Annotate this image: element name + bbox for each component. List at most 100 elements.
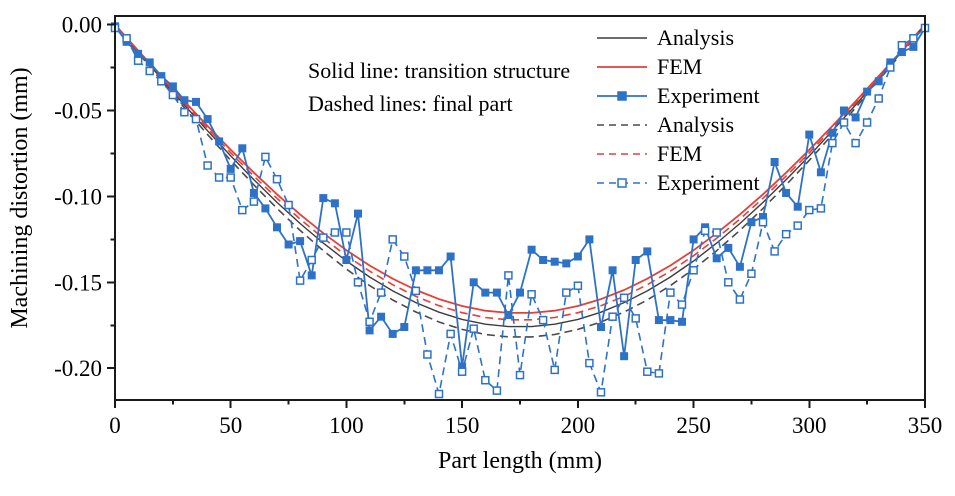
x-tick-label: 300 — [792, 413, 827, 438]
open-square-marker — [157, 77, 166, 86]
filled-square-marker — [805, 130, 814, 139]
filled-square-marker — [446, 252, 455, 261]
open-square-marker — [168, 90, 178, 100]
legend-swatch-experiment-open-square-line — [597, 177, 647, 188]
filled-square-marker — [330, 199, 339, 208]
open-square-marker — [585, 358, 594, 368]
legend-swatch-fem-solid-line — [597, 65, 647, 68]
open-square-marker — [423, 350, 432, 359]
open-square-marker — [365, 317, 374, 327]
filled-square-marker — [168, 82, 177, 91]
filled-square-marker — [215, 137, 224, 146]
filled-square-marker — [608, 266, 617, 275]
series-experiment-solid — [111, 22, 929, 371]
legend-swatch-analysis-dashed-line — [597, 123, 647, 126]
legend-entry-analysis-dashed: Analysis — [596, 110, 760, 139]
filled-square-marker — [423, 266, 432, 275]
open-square-marker — [700, 226, 710, 236]
legend-label: FEM — [657, 140, 703, 166]
open-square-marker — [492, 386, 502, 395]
open-square-marker — [816, 204, 826, 213]
filled-square-marker — [354, 209, 362, 218]
filled-square-marker — [735, 262, 744, 271]
x-tick-label: 50 — [219, 413, 242, 438]
open-square-marker — [133, 56, 143, 65]
open-square-marker — [886, 63, 895, 72]
open-square-marker — [527, 290, 536, 299]
legend-entry-fem-dashed: FEM — [596, 139, 760, 168]
filled-square-marker — [249, 189, 258, 197]
filled-square-marker — [747, 218, 756, 227]
filled-square-marker — [573, 252, 582, 261]
filled-square-marker — [307, 271, 316, 280]
filled-square-marker — [516, 288, 524, 297]
y-tick-label: -0.20 — [54, 356, 102, 381]
open-square-marker — [619, 293, 629, 303]
open-square-marker — [712, 228, 721, 237]
open-square-marker — [689, 266, 698, 275]
open-square-marker — [805, 205, 814, 215]
open-square-marker — [388, 235, 397, 244]
open-square-marker — [411, 286, 421, 296]
filled-square-marker — [134, 49, 143, 58]
open-square-marker — [897, 40, 907, 50]
legend-label: Experiment — [657, 169, 760, 195]
legend-label: FEM — [657, 53, 703, 79]
series-line — [114, 24, 926, 314]
open-square-marker — [446, 329, 455, 339]
legend: Analysis FEM Experiment Analysis FEM Exp… — [596, 23, 760, 197]
open-square-marker — [353, 278, 363, 287]
open-square-marker — [122, 34, 131, 43]
open-square-marker — [793, 221, 802, 230]
legend-entry-fem-solid: FEM — [596, 52, 760, 81]
open-square-marker — [191, 114, 201, 124]
filled-square-marker — [585, 235, 594, 244]
y-tick-label: -0.15 — [54, 270, 102, 295]
filled-square-marker — [550, 257, 559, 266]
open-square-marker — [654, 369, 664, 378]
filled-square-marker — [863, 87, 872, 96]
y-tick-label: -0.05 — [54, 98, 102, 123]
legend-entry-analysis-solid: Analysis — [596, 23, 760, 52]
open-square-marker — [770, 247, 779, 256]
open-square-marker — [781, 229, 791, 239]
open-square-marker — [735, 295, 745, 304]
legend-label: Experiment — [657, 82, 760, 108]
filled-square-marker — [238, 144, 247, 153]
filled-square-marker — [365, 326, 374, 335]
legend-swatch-analysis-solid-line — [597, 36, 647, 39]
open-square-marker — [909, 34, 918, 43]
filled-square-marker — [539, 256, 548, 264]
open-square-marker — [851, 138, 860, 148]
open-square-marker — [666, 288, 675, 297]
open-square-marker — [330, 228, 340, 237]
filled-square-marker — [724, 243, 733, 252]
filled-square-marker — [851, 113, 860, 122]
filled-square-marker — [828, 128, 837, 137]
open-square-marker — [226, 173, 235, 182]
filled-square-marker — [192, 97, 200, 106]
y-axis-title: Machining distortion (mm) — [7, 67, 33, 329]
filled-square-marker — [492, 288, 501, 297]
open-square-marker — [434, 389, 444, 399]
filled-square-marker — [678, 317, 686, 326]
legend-entry-experiment-solid: Experiment — [596, 81, 760, 110]
open-square-marker — [272, 174, 282, 184]
open-square-marker — [400, 252, 409, 261]
filled-square-marker — [816, 168, 825, 177]
open-square-marker — [469, 324, 478, 333]
open-square-marker — [504, 271, 513, 280]
open-square-marker — [839, 118, 849, 127]
filled-square-marker — [793, 202, 802, 211]
series-line — [114, 24, 926, 338]
tick-labels: 0 50 100 150 200 250 300 350 0.00 -0.05 -0.10 -0.15… — [54, 13, 942, 438]
filled-square-marker — [874, 77, 883, 86]
x-tick-label: 0 — [109, 413, 121, 438]
open-square-marker — [307, 255, 316, 265]
open-square-marker — [573, 281, 583, 290]
filled-square-marker — [145, 58, 154, 67]
y-tick-label: -0.10 — [54, 184, 102, 209]
open-square-marker — [677, 300, 687, 309]
